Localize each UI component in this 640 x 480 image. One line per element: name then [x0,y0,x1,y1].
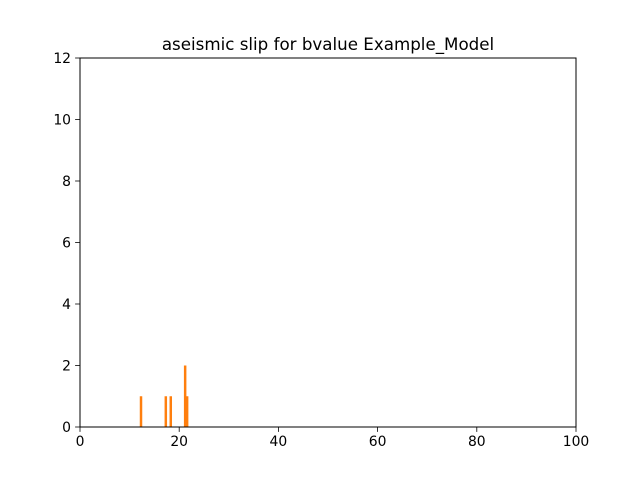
y-tick-label: 10 [53,113,71,129]
chart-title: aseismic slip for bvalue Example_Model [162,34,494,55]
plot-frame [79,57,577,428]
x-tick-label: 20 [170,434,188,450]
x-tick-label: 100 [563,434,590,450]
x-tick-label: 80 [468,434,486,450]
y-axis-ticks: 0 2 4 6 8 10 12 [53,51,80,436]
y-tick-label: 6 [62,236,71,252]
y-tick-label: 4 [62,297,71,313]
bar [164,396,168,427]
y-tick-label: 0 [62,420,71,436]
bar [185,396,189,427]
x-axis-ticks: 0 20 40 60 80 100 [76,427,590,450]
bar [183,365,187,427]
x-tick-label: 40 [270,434,288,450]
y-tick-label: 8 [62,174,71,190]
bar [169,396,173,427]
bars-layer [139,365,189,427]
x-tick-label: 60 [369,434,387,450]
y-tick-label: 2 [62,359,71,375]
x-tick-label: 0 [76,434,85,450]
y-tick-label: 12 [53,51,71,67]
bar [139,396,143,427]
